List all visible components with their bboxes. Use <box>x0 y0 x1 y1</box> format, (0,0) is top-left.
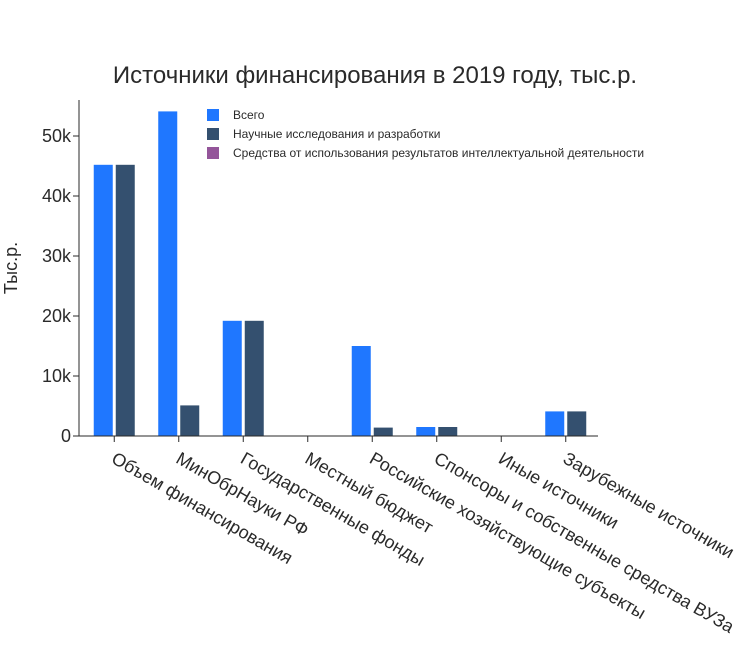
y-tick-label: 0 <box>61 426 71 446</box>
y-tick-label: 30k <box>42 246 72 266</box>
bar-research-5[interactable] <box>438 427 458 436</box>
legend-label[interactable]: Всего <box>233 108 265 122</box>
chart-title: Источники финансирования в 2019 году, ты… <box>113 62 637 89</box>
y-axis: 0 10k 20k 30k 40k 50k <box>42 126 79 446</box>
legend-label[interactable]: Средства от использования результатов ин… <box>233 146 644 160</box>
legend-swatch <box>207 128 219 140</box>
bar-total-2[interactable] <box>222 320 242 436</box>
y-tick-label: 20k <box>42 306 72 326</box>
bar-research-0[interactable] <box>115 164 135 437</box>
bar-research-7[interactable] <box>567 411 587 436</box>
bar-total-1[interactable] <box>158 111 178 437</box>
y-axis-label: Тыс.р. <box>1 242 21 294</box>
bar-total-4[interactable] <box>351 346 371 436</box>
bar-total-7[interactable] <box>545 411 565 436</box>
y-tick-label: 50k <box>42 126 72 146</box>
legend-swatch <box>207 109 219 121</box>
y-tick-label: 10k <box>42 366 72 386</box>
bar-research-4[interactable] <box>373 427 393 436</box>
legend[interactable]: Всего Научные исследования и разработки Ср… <box>207 108 644 160</box>
bar-research-1[interactable] <box>180 405 200 436</box>
bar-total-5[interactable] <box>416 427 436 436</box>
y-tick-label: 40k <box>42 186 72 206</box>
bar-total-0[interactable] <box>93 164 113 437</box>
bar-research-2[interactable] <box>244 320 264 436</box>
bars <box>93 111 587 437</box>
legend-label[interactable]: Научные исследования и разработки <box>233 127 440 141</box>
legend-swatch <box>207 147 219 159</box>
